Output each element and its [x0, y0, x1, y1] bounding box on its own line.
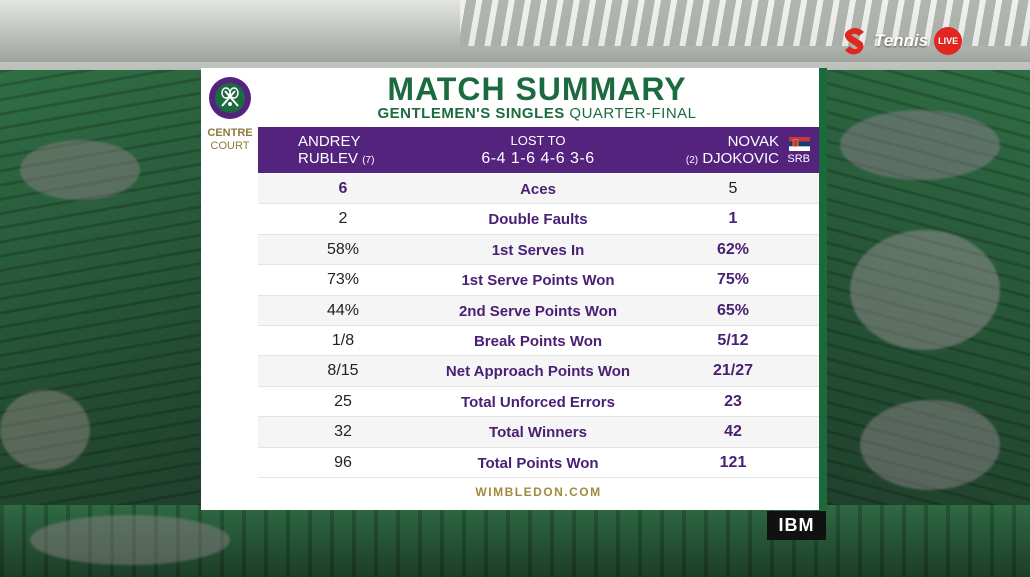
- stat-label: Break Points Won: [473, 332, 603, 350]
- serbia-flag-icon: [789, 137, 810, 151]
- stat-row: 1/8 Break Points Won 5/12: [258, 325, 819, 357]
- live-badge: LIVE: [934, 27, 963, 55]
- stat-left-value: 58%: [326, 240, 360, 258]
- stat-row: 73% 1st Serve Points Won 75%: [258, 265, 819, 296]
- player-left-seed: (7): [362, 155, 375, 166]
- stat-label: Total Winners: [489, 424, 587, 442]
- stat-right-value: 5/12: [717, 331, 749, 349]
- result-label: LOST TO: [510, 133, 566, 148]
- stat-row: 58% 1st Serves In 62%: [258, 234, 819, 266]
- player-left: ANDREY RUBLEV (7): [298, 133, 374, 169]
- court-label: CENTRE COURT: [202, 127, 258, 153]
- page-title: MATCH SUMMARY: [387, 71, 687, 107]
- panel-accent-stripe: [819, 68, 827, 510]
- stat-left-value: 96: [334, 453, 352, 471]
- stat-label: Total Points Won: [477, 454, 599, 472]
- match-score: 6-4 1-6 4-6 3-6: [481, 150, 595, 167]
- stat-left-value: 73%: [326, 271, 360, 289]
- event-subtitle: GENTLEMEN'S SINGLES QUARTER-FINAL: [262, 105, 812, 123]
- stat-row: 6 Aces 5: [258, 174, 819, 205]
- stat-right-value: 21/27: [712, 362, 754, 380]
- broadcaster-bug: Tennis LIVE: [842, 24, 963, 58]
- court-label-line1: CENTRE: [207, 127, 253, 139]
- channel-name: Tennis: [874, 31, 929, 50]
- stat-left-value: 6: [338, 180, 348, 197]
- stat-label: 2nd Serve Points Won: [458, 302, 618, 320]
- result-header: ANDREY RUBLEV (7) LOST TO 6-4 1-6 4-6 3-…: [258, 127, 819, 173]
- court-label-line2: COURT: [210, 140, 250, 152]
- stat-label: Aces: [520, 181, 556, 198]
- stat-label: Net Approach Points Won: [445, 363, 631, 381]
- player-right-seed: (2): [685, 155, 699, 166]
- player-right-nation: SRB: [787, 153, 810, 165]
- stat-right-value: 65%: [716, 301, 750, 319]
- wimbledon-crest-icon: [209, 77, 251, 119]
- stat-label: Double Faults: [488, 211, 588, 229]
- stat-left-value: 8/15: [327, 362, 359, 380]
- stats-table: 6 Aces 5 2 Double Faults 1 58% 1st Serves In 62%…: [258, 174, 819, 478]
- event-round: QUARTER-FINAL: [569, 105, 697, 122]
- stat-left-value: 32: [334, 423, 352, 441]
- stat-row: 25 Total Unforced Errors 23: [258, 386, 819, 418]
- stat-row: 8/15 Net Approach Points Won 21/27: [258, 356, 819, 387]
- stat-label: Total Unforced Errors: [461, 393, 615, 411]
- supersport-logo-icon: [844, 28, 864, 55]
- stat-left-value: 2: [338, 210, 348, 228]
- stat-left-value: 1/8: [331, 331, 355, 349]
- player-left-last: RUBLEV: [298, 150, 359, 167]
- stat-right-value: 75%: [716, 271, 750, 289]
- event-name: GENTLEMEN'S SINGLES: [377, 105, 565, 122]
- sponsor-logo: IBM: [767, 511, 826, 540]
- stat-row: 32 Total Winners 42: [258, 417, 819, 448]
- stat-left-value: 44%: [326, 301, 360, 319]
- stat-right-value: 62%: [716, 240, 750, 258]
- website-footer: WIMBLEDON.COM: [475, 485, 602, 499]
- stat-right-value: 5: [728, 180, 738, 197]
- player-left-first: ANDREY: [298, 133, 361, 150]
- stat-row: 2 Double Faults 1: [258, 204, 819, 235]
- stat-right-value: 121: [719, 453, 747, 471]
- stat-row: 96 Total Points Won 121: [258, 447, 819, 478]
- player-right: NOVAK (2) DJOKOVIC: [686, 133, 779, 169]
- stat-label: 1st Serve Points Won: [461, 272, 615, 290]
- player-right-first: NOVAK: [727, 133, 779, 150]
- stat-row: 44% 2nd Serve Points Won 65%: [258, 295, 819, 326]
- stat-right-value: 23: [724, 392, 742, 410]
- result: LOST TO 6-4 1-6 4-6 3-6: [438, 133, 638, 169]
- stat-right-value: 1: [728, 210, 738, 228]
- stat-right-value: 42: [724, 423, 742, 441]
- stat-label: 1st Serves In: [491, 241, 585, 259]
- player-right-last: DJOKOVIC: [702, 150, 779, 167]
- stat-left-value: 25: [334, 392, 352, 410]
